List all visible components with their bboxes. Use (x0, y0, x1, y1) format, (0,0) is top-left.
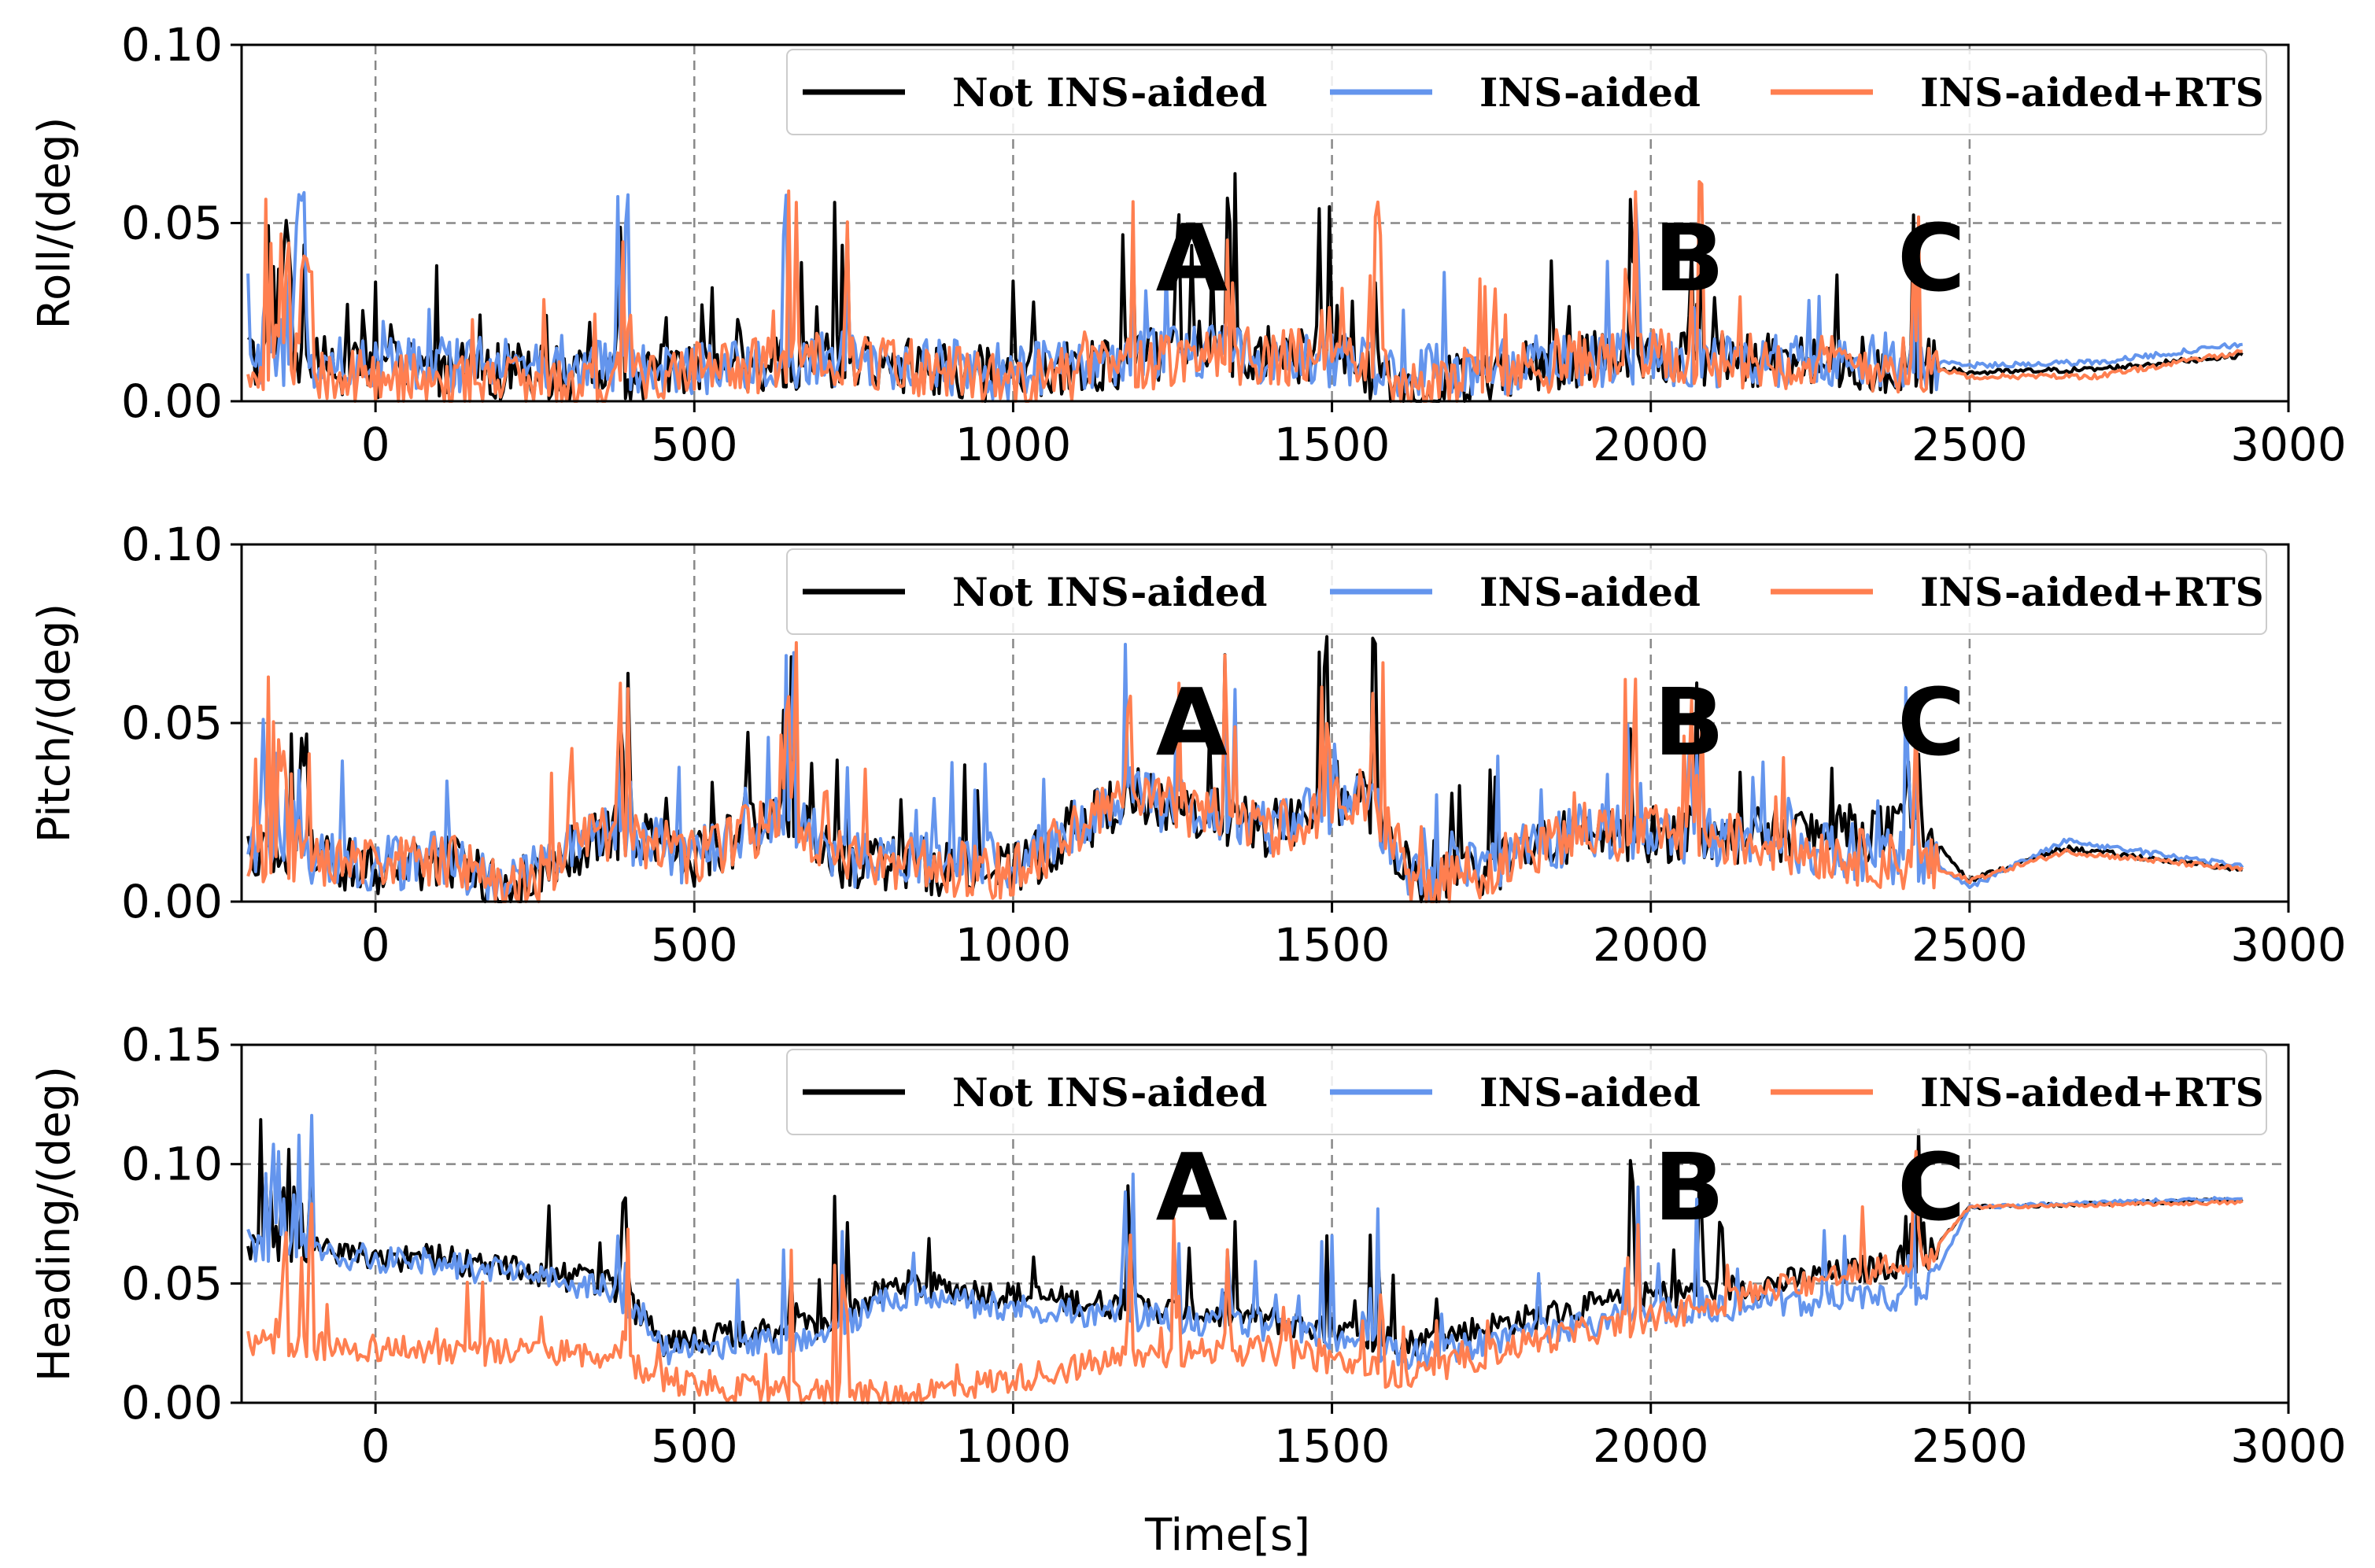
roll-panel: A B C 0 500 1000 1500 2000 2500 3000 0.00 0.05 0.10 R… (29, 18, 2347, 471)
pitch-legend-box (786, 548, 2267, 635)
pitch-legend-label-ins-aided: INS-aided (1479, 569, 1701, 615)
pitch-legend-label-ins-aided-rts: INS-aided+RTS (1920, 569, 2264, 615)
roll-legend-label-not-ins-aided: Not INS-aided (952, 69, 1267, 116)
roll-annotation-a: A (1156, 204, 1228, 312)
heading-legend-label-ins-aided: INS-aided (1479, 1069, 1701, 1116)
roll-ytick-label: 0.10 (121, 18, 223, 72)
roll-xtick-label: 1000 (955, 418, 1072, 471)
roll-ytick-label: 0.05 (121, 197, 223, 250)
roll-xtick-label: 2500 (1911, 418, 2028, 471)
roll-xtick-label: 3000 (2230, 418, 2347, 471)
roll-legend-label-ins-aided-rts: INS-aided+RTS (1920, 69, 2264, 116)
pitch-annotation-a: A (1156, 668, 1228, 777)
heading-xtick-label: 1000 (955, 1419, 1072, 1473)
pitch-ytick-label: 0.00 (121, 875, 223, 928)
roll-xtick-label: 0 (361, 418, 390, 471)
roll-series-ins-aided-rts (246, 179, 2243, 403)
heading-ytick-label: 0.05 (121, 1256, 223, 1310)
heading-panel: A B C 0 500 1000 1500 2000 2500 3000 0.00 0.05 0.10 0… (29, 1018, 2347, 1473)
pitch-legend: Not INS-aided INS-aided INS-aided+RTS (786, 548, 2267, 635)
heading-series-ins-aided-rts (246, 1149, 2244, 1404)
heading-y-axis-label: Heading/(deg) (29, 1066, 80, 1382)
roll-xtick-label: 1500 (1274, 418, 1391, 471)
pitch-xtick-label: 0 (361, 918, 390, 972)
roll-annotation-c: C (1897, 204, 1966, 312)
pitch-series-ins-aided-rts (246, 640, 2244, 903)
heading-axes-frame (240, 1043, 2290, 1404)
pitch-legend-label-not-ins-aided: Not INS-aided (952, 569, 1267, 615)
heading-legend-label-not-ins-aided: Not INS-aided (952, 1069, 1267, 1116)
heading-series-ins-aided (246, 1113, 2243, 1371)
roll-xtick-label: 2000 (1593, 418, 1709, 471)
pitch-annotation-b: B (1653, 668, 1724, 777)
pitch-ytick-label: 0.05 (121, 696, 223, 750)
heading-annotation-a: A (1156, 1133, 1228, 1241)
pitch-xtick-label: 500 (651, 918, 738, 972)
heading-annotation-b: B (1653, 1133, 1724, 1241)
heading-series-not-ins-aided (246, 1118, 2244, 1358)
roll-legend-label-ins-aided: INS-aided (1479, 69, 1701, 116)
roll-annotation-b: B (1653, 204, 1724, 312)
heading-ytick-label: 0.00 (121, 1376, 223, 1430)
heading-xtick-label: 1500 (1274, 1419, 1391, 1473)
pitch-annotation-c: C (1897, 668, 1966, 777)
pitch-xtick-label: 3000 (2230, 918, 2347, 972)
heading-xtick-label: 500 (651, 1419, 738, 1473)
heading-xtick-label: 3000 (2230, 1419, 2347, 1473)
x-axis-label: Time[s] (1144, 1510, 1310, 1561)
pitch-xtick-label: 2000 (1593, 918, 1709, 972)
pitch-ytick-label: 0.10 (121, 518, 223, 571)
pitch-xtick-label: 2500 (1911, 918, 2028, 972)
heading-xtick-label: 0 (361, 1419, 390, 1473)
heading-annotation-c: C (1897, 1133, 1966, 1241)
heading-xtick-label: 2000 (1593, 1419, 1709, 1473)
heading-legend-label-ins-aided-rts: INS-aided+RTS (1920, 1069, 2264, 1116)
roll-ytick-label: 0.00 (121, 374, 223, 428)
roll-legend: Not INS-aided INS-aided INS-aided+RTS (786, 49, 2267, 135)
heading-xtick-label: 2500 (1911, 1419, 2028, 1473)
heading-legend-box (786, 1049, 2267, 1135)
roll-legend-box (786, 49, 2267, 135)
heading-ytick-label: 0.10 (121, 1138, 223, 1191)
pitch-xtick-label: 1000 (955, 918, 1072, 972)
pitch-y-axis-label: Pitch/(deg) (29, 603, 80, 843)
roll-y-axis-label: Roll/(deg) (29, 117, 80, 330)
heading-legend: Not INS-aided INS-aided INS-aided+RTS (786, 1049, 2267, 1135)
heading-ytick-label: 0.15 (121, 1018, 223, 1072)
pitch-xtick-label: 1500 (1274, 918, 1391, 972)
roll-xtick-label: 500 (651, 418, 738, 471)
pitch-panel: A B C 0 500 1000 1500 2000 2500 3000 0.00 0.05 0.10 P… (29, 518, 2347, 972)
